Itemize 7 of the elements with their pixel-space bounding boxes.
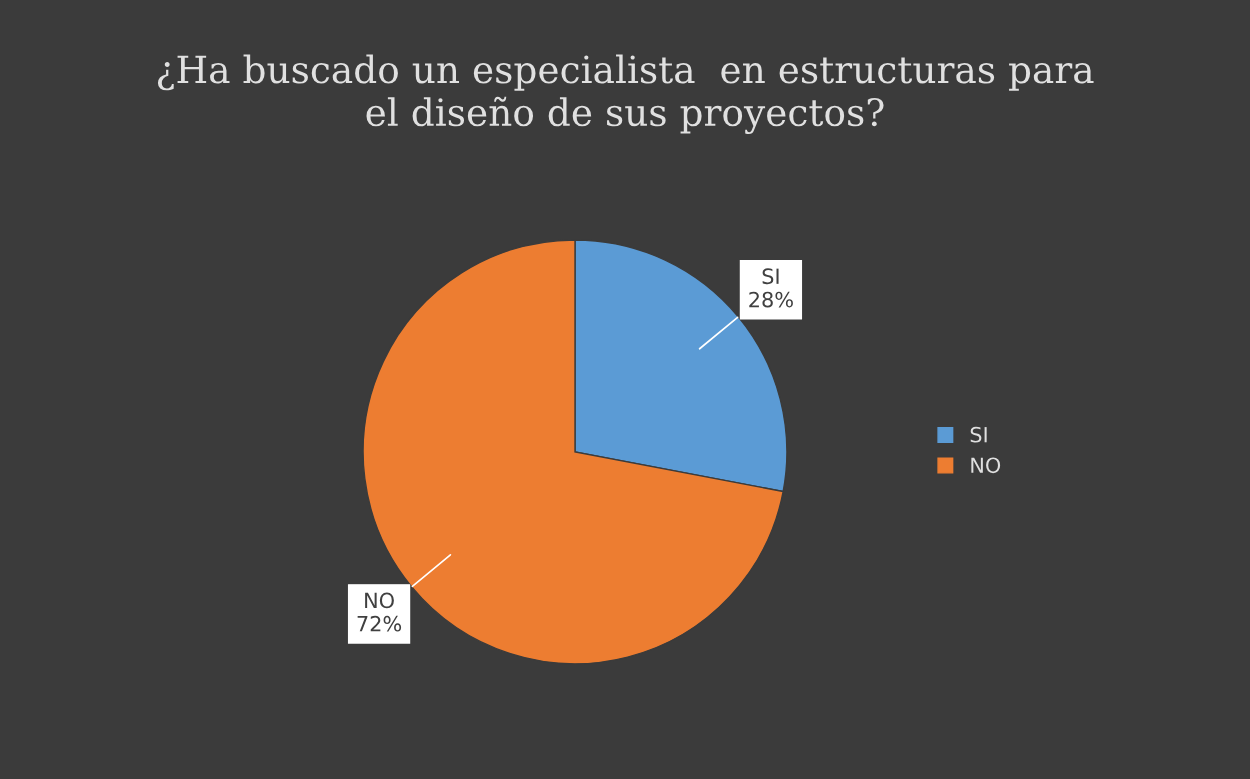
data-label: 72% (357, 615, 402, 632)
legend-label: NO (971, 457, 1001, 474)
chart-title: ¿Ha buscado un especialista en estructuras para el diseño de sus proyectos? (157, 54, 1094, 135)
slice-label: SI (762, 268, 779, 285)
data-label: 28% (749, 291, 793, 308)
slice-label: NO (365, 592, 394, 609)
legend-label: SI (970, 426, 987, 443)
